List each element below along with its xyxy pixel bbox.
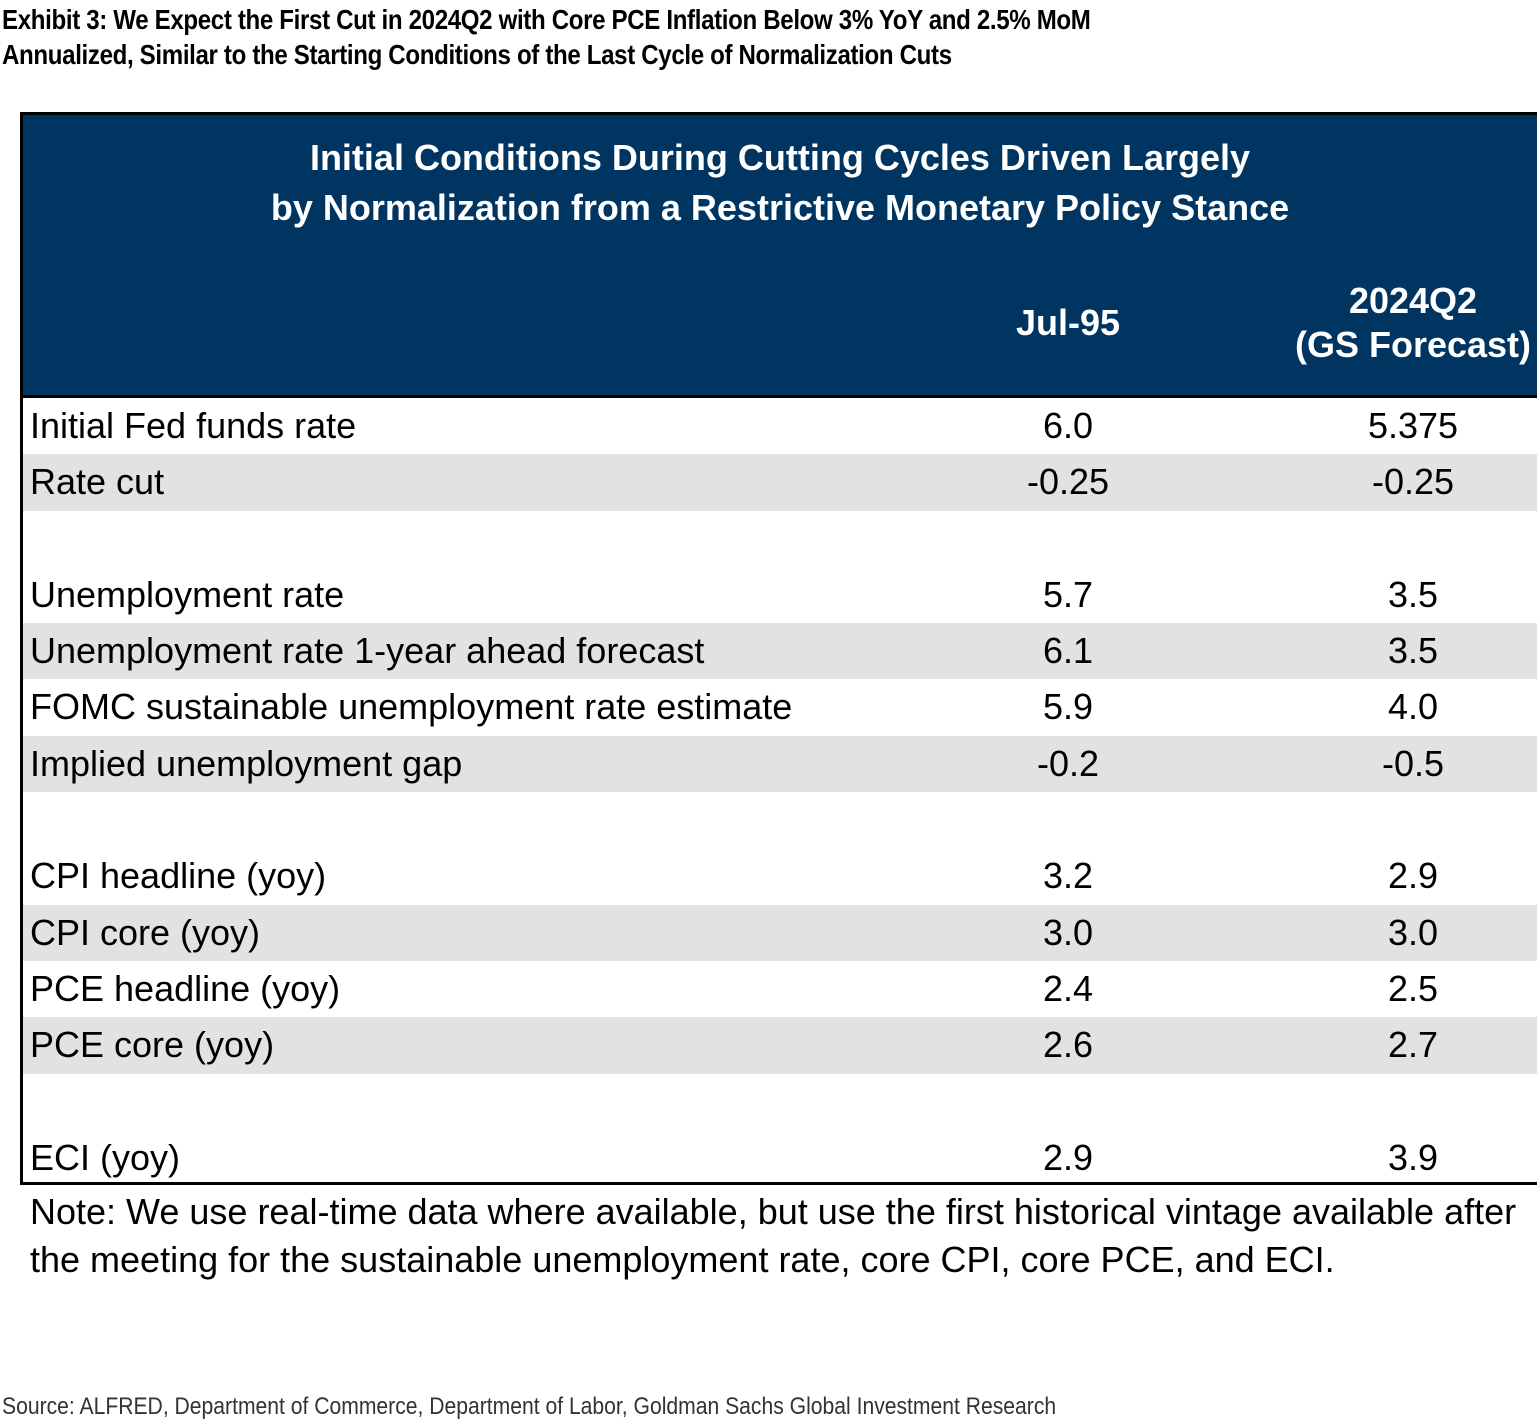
row-value-2024q2: 3.9 — [1387, 1136, 1439, 1178]
data-table: Initial Conditions During Cutting Cycles… — [20, 112, 1537, 1185]
table-row: Rate cut -0.25 -0.25 — [23, 454, 1537, 511]
row-value-jul-95: 2.6 — [1042, 1024, 1094, 1066]
row-value-jul-95: 2.9 — [1042, 1136, 1094, 1178]
row-label: ECI (yoy) — [30, 1136, 181, 1178]
table-row: Implied unemployment gap -0.2 -0.5 — [23, 735, 1537, 793]
table-row: Unemployment rate 1-year ahead forecast … — [23, 623, 1537, 680]
row-label: Unemployment rate 1-year ahead forecast — [30, 630, 705, 672]
column-header-2024q2-line-1: 2024Q2 — [1348, 280, 1478, 321]
table-row: Initial Fed funds rate 6.0 5.375 — [23, 398, 1537, 454]
row-value-jul-95: 5.7 — [1042, 573, 1094, 615]
row-label: PCE core (yoy) — [30, 1024, 275, 1066]
exhibit-title-line-2: Annualized, Similar to the Starting Cond… — [2, 39, 952, 70]
table-row: PCE core (yoy) 2.6 2.7 — [23, 1017, 1537, 1074]
row-label: Rate cut — [30, 461, 165, 503]
exhibit-title-line-1: Exhibit 3: We Expect the First Cut in 20… — [2, 4, 1091, 35]
row-value-2024q2: -0.25 — [1371, 461, 1455, 503]
row-value-2024q2: 3.0 — [1387, 911, 1439, 953]
table-body: Initial Fed funds rate 6.0 5.375 Rate cu… — [23, 398, 1537, 1186]
row-value-2024q2: 2.7 — [1387, 1024, 1439, 1066]
row-value-2024q2: 3.5 — [1387, 630, 1439, 672]
row-value-jul-95: -0.2 — [1036, 742, 1100, 784]
row-value-2024q2: -0.5 — [1381, 742, 1445, 784]
table-row: FOMC sustainable unemployment rate estim… — [23, 679, 1537, 735]
table-row: PCE headline (yoy) 2.4 2.5 — [23, 961, 1537, 1017]
row-label: CPI headline (yoy) — [30, 855, 327, 897]
source-line: Source: ALFRED, Department of Commerce, … — [2, 1393, 1057, 1420]
table-row: CPI core (yoy) 3.0 3.0 — [23, 904, 1537, 961]
row-value-jul-95: -0.25 — [1026, 461, 1110, 503]
exhibit-title: Exhibit 3: We Expect the First Cut in 20… — [2, 2, 1318, 72]
row-label: Initial Fed funds rate — [30, 405, 357, 446]
table-title-line-1: Initial Conditions During Cutting Cycles… — [309, 137, 1251, 178]
row-value-2024q2: 5.375 — [1367, 405, 1459, 446]
row-value-jul-95: 6.0 — [1042, 405, 1094, 446]
column-header-jul-95: Jul-95 — [1015, 302, 1121, 343]
table-header: Initial Conditions During Cutting Cycles… — [23, 115, 1537, 398]
column-header-2024q2-line-2: (GS Forecast) — [1294, 324, 1532, 365]
table-spacer-row — [23, 511, 1537, 567]
row-value-jul-95: 3.0 — [1042, 911, 1094, 953]
table-row: ECI (yoy) 2.9 3.9 — [23, 1130, 1537, 1186]
row-label: Implied unemployment gap — [30, 742, 463, 784]
row-label: FOMC sustainable unemployment rate estim… — [30, 686, 793, 728]
row-value-2024q2: 4.0 — [1387, 686, 1439, 728]
table-spacer-row — [23, 1074, 1537, 1130]
row-value-jul-95: 5.9 — [1042, 686, 1094, 728]
row-value-2024q2: 2.9 — [1387, 855, 1439, 897]
table-spacer-row — [23, 792, 1537, 848]
row-label: PCE headline (yoy) — [30, 967, 341, 1009]
row-value-2024q2: 2.5 — [1387, 967, 1439, 1009]
table-row: Unemployment rate 5.7 3.5 — [23, 567, 1537, 623]
table-title: Initial Conditions During Cutting Cycles… — [23, 133, 1537, 233]
row-label: Unemployment rate — [30, 573, 345, 615]
row-value-jul-95: 3.2 — [1042, 855, 1094, 897]
row-label: CPI core (yoy) — [30, 911, 261, 953]
row-value-2024q2: 3.5 — [1387, 573, 1439, 615]
column-header-2024q2: 2024Q2 (GS Forecast) — [1273, 279, 1537, 367]
table-title-line-2: by Normalization from a Restrictive Mone… — [270, 187, 1290, 228]
row-value-jul-95: 2.4 — [1042, 967, 1094, 1009]
table-note: Note: We use real-time data where availa… — [30, 1191, 1517, 1280]
row-value-jul-95: 6.1 — [1042, 630, 1094, 672]
table-row: CPI headline (yoy) 3.2 2.9 — [23, 848, 1537, 904]
